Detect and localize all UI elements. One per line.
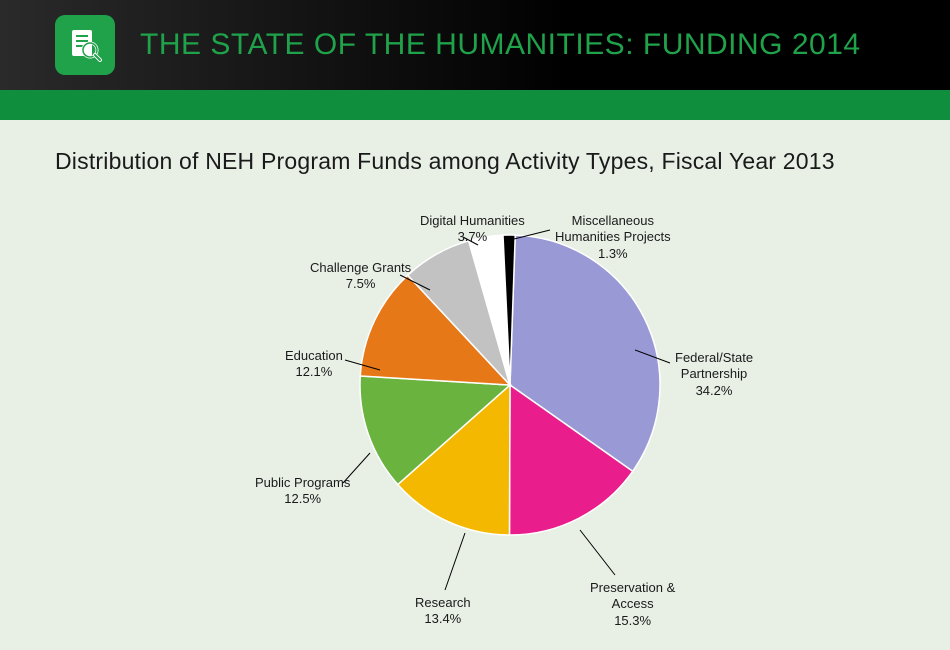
content-area: Distribution of NEH Program Funds among …: [0, 120, 950, 645]
accent-bar: [0, 90, 950, 120]
slice-label: Public Programs12.5%: [255, 475, 350, 508]
slice-label: MiscellaneousHumanities Projects1.3%: [555, 213, 671, 262]
report-icon: [55, 15, 115, 75]
slice-label: Education12.1%: [285, 348, 343, 381]
slice-label: Digital Humanities3.7%: [420, 213, 525, 246]
slice-label: Challenge Grants7.5%: [310, 260, 411, 293]
slice-label: Preservation &Access15.3%: [590, 580, 675, 629]
slice-label: Federal/StatePartnership34.2%: [675, 350, 753, 399]
slice-label: Research13.4%: [415, 595, 471, 628]
page-title: THE STATE OF THE HUMANITIES: FUNDING 201…: [140, 28, 861, 62]
pie-chart: Federal/StatePartnership34.2% Preservatio…: [55, 175, 895, 645]
header-banner: THE STATE OF THE HUMANITIES: FUNDING 201…: [0, 0, 950, 90]
chart-title: Distribution of NEH Program Funds among …: [55, 148, 895, 175]
